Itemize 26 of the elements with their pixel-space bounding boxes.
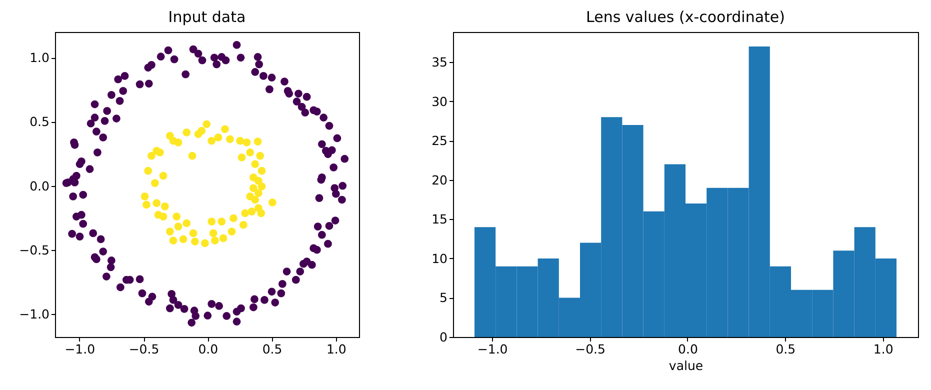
x-tick-label: −0.5 — [128, 342, 160, 356]
y-tick-label: 1.0 — [30, 50, 50, 66]
y-tick-label: 5 — [440, 290, 448, 306]
x-tick-label: 0.0 — [678, 342, 698, 356]
chart-title: Input data — [168, 8, 246, 26]
y-tick-label: 30 — [432, 94, 448, 109]
y-tick-label: −0.5 — [19, 242, 50, 258]
x-tick-label: 1.0 — [873, 342, 894, 356]
x-tick-label: 1.0 — [326, 342, 346, 356]
y-tick-label: 35 — [432, 54, 448, 70]
y-tick-label: 0.5 — [30, 114, 50, 130]
y-tick-label: 0.0 — [30, 178, 50, 194]
x-tick-label: −1.0 — [477, 342, 508, 356]
y-tick-label: 20 — [432, 172, 448, 188]
y-tick-label: 25 — [432, 133, 448, 148]
y-tick-label: 15 — [432, 212, 448, 227]
x-axis-title: value — [668, 358, 704, 373]
y-tick-label: 10 — [432, 250, 448, 266]
x-tick-label: 0.0 — [198, 342, 218, 356]
x-tick-label: −0.5 — [575, 342, 606, 356]
x-tick-label: −1.0 — [64, 342, 96, 356]
chart-title: Lens values (x-coordinate) — [586, 8, 785, 26]
x-tick-label: 0.5 — [776, 342, 796, 356]
x-tick-label: 0.5 — [262, 342, 282, 356]
y-tick-label: −1.0 — [19, 306, 50, 322]
y-tick-label: 0 — [440, 330, 448, 344]
